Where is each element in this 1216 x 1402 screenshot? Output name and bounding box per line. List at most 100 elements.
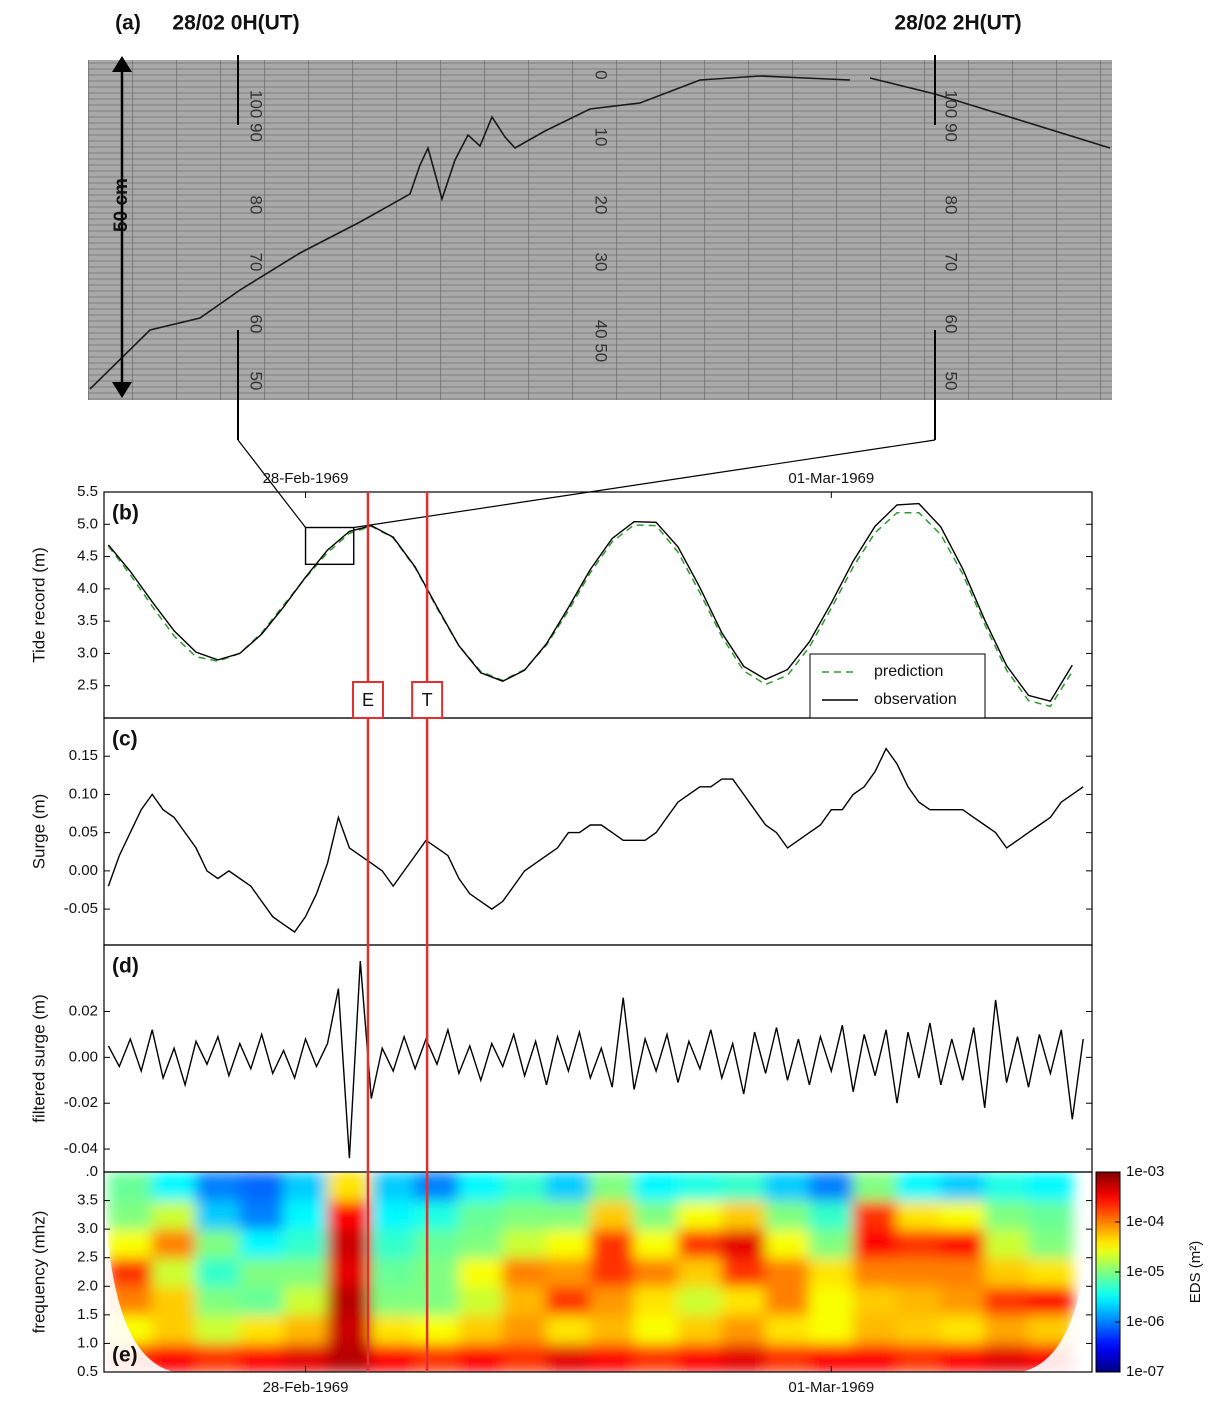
event-label: T [422,690,433,710]
y-tick-label: 0.00 [69,862,98,879]
heatmap-cell [808,1172,854,1202]
heatmap-cell [677,1285,723,1316]
heatmap-cell [502,1314,548,1344]
heatmap-cell [151,1314,197,1344]
x-tick-label: 28-Feb-1969 [263,1379,349,1396]
event-box [411,681,444,719]
heatmap-cell [283,1314,328,1344]
heatmap-cells [107,1172,1073,1372]
heatmap-cell [808,1200,854,1230]
heatmap-cell [852,1200,898,1230]
heatmap-cell [283,1228,328,1259]
y-tick-label: 2.5 [77,1249,98,1266]
paper-scale-label: 30 [592,253,611,272]
paper-scale-label: 50 [247,372,266,391]
cone-of-influence [1022,1180,1092,1372]
paper-scale-label: 100 90 [247,90,266,142]
heatmap-cell [589,1342,635,1372]
heatmap-cell [677,1228,723,1259]
heatmap-cell [546,1200,591,1230]
heatmap-cell [458,1314,504,1344]
heatmap-cell [721,1172,767,1202]
y-tick-label: 0.02 [69,1002,98,1019]
heatmap-cell [326,1228,372,1259]
heatmap-cell [852,1285,898,1316]
heatmap-cell [765,1342,810,1372]
y-tick-label: 1.5 [77,1306,98,1323]
heatmap-cell [984,1342,1029,1372]
heatmap-cell [589,1172,635,1202]
heatmap-cell [940,1257,986,1287]
heatmap-cell [984,1228,1029,1259]
heatmap-cell [765,1257,810,1287]
paper-scale-label: 100 90 [942,90,961,142]
heatmap-cell [326,1314,372,1344]
heatmap-cell [502,1342,548,1372]
heatmap-cell [589,1257,635,1287]
heatmap-cell [239,1257,285,1287]
heatmap-cell [546,1314,591,1344]
heatmap-cell [808,1228,854,1259]
heatmap-cell [721,1257,767,1287]
paper-scale-label: 20 [592,196,611,215]
heatmap-cell [326,1172,372,1202]
data-line [107,511,1073,708]
heatmap-cell [239,1314,285,1344]
heatmap-cell [546,1228,591,1259]
heatmap-cell [896,1342,942,1372]
heatmap-cell [370,1342,416,1372]
heatmap-cell [896,1314,942,1344]
heatmap [107,1172,1073,1372]
heatmap-cell [239,1228,285,1259]
heatmap-cell [151,1228,197,1259]
heatmap-cell [589,1285,635,1316]
y-tick-label: 0.00 [69,1048,98,1065]
heatmap-cell [502,1172,548,1202]
y-tick-label: 0.15 [69,747,98,764]
heatmap-cell [1027,1200,1073,1230]
heatmap-cell [765,1200,810,1230]
time-mark-label: 28/02 2H(UT) [894,12,1021,35]
x-tick-label: 01-Mar-1969 [788,1379,874,1396]
heatmap-cell [1027,1257,1073,1287]
y-tick-label: -0.02 [64,1094,98,1111]
heatmap-cell [414,1172,460,1202]
y-tick-label: .0 [85,1163,98,1180]
zoom-connector [353,439,936,529]
heatmap-cell [896,1172,942,1202]
heatmap-cell [984,1285,1029,1316]
heatmap-cell [414,1257,460,1287]
panel-label: (d) [112,955,139,978]
plot-frame [103,1171,1093,1373]
heatmap-cell [984,1200,1029,1230]
heatmap-cell [633,1342,679,1372]
heatmap-cell [414,1342,460,1372]
heatmap-cell [283,1257,328,1287]
heatmap-cell [633,1257,679,1287]
y-tick-label: 1.0 [77,1334,98,1351]
y-axis-label: frequency (mhz) [29,1211,48,1334]
heatmap-cell [852,1314,898,1344]
paper-scale-label: 60 [942,315,961,334]
heatmap-cell [721,1228,767,1259]
y-tick-label: 3.5 [77,1192,98,1209]
colorbar-tick-label: 1e-06 [1126,1313,1164,1330]
heatmap-cell [195,1172,241,1202]
heatmap-cell [458,1285,504,1316]
paper-scale-label: 70 [247,253,266,272]
data-line [107,502,1073,703]
y-tick-label: -0.04 [64,1140,98,1157]
heatmap-cell [107,1200,153,1230]
heatmap-cell [940,1200,986,1230]
heatmap-cell [546,1342,591,1372]
y-tick-label: 4.0 [77,580,98,597]
heatmap-cell [151,1172,197,1202]
y-axis-label: Tide record (m) [29,547,48,663]
heatmap-cell [1027,1228,1073,1259]
heatmap-cell [721,1342,767,1372]
heatmap-cell [765,1228,810,1259]
x-tick-label: 01-Mar-1969 [788,470,874,487]
heatmap-cell [765,1285,810,1316]
heatmap-cell [414,1314,460,1344]
x-tick-label: 28-Feb-1969 [263,470,349,487]
